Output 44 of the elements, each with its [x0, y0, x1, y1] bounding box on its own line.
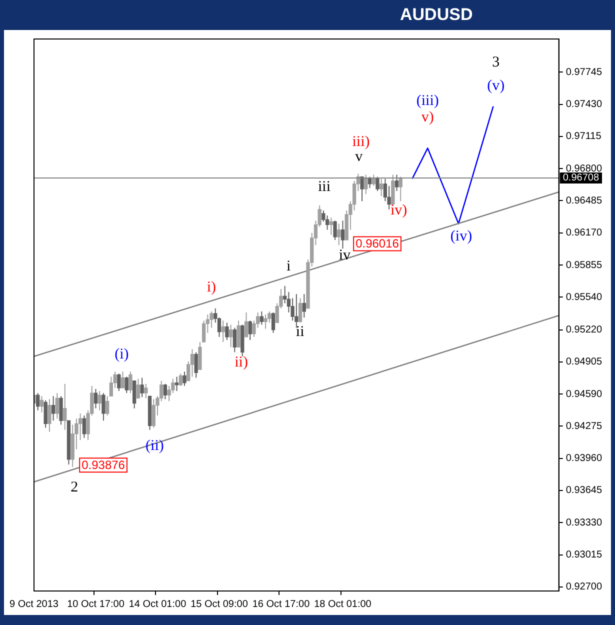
annotation: (ii) — [146, 438, 164, 454]
x-tick-label: 14 Oct 01:00 — [128, 598, 187, 610]
annotation: (iii) — [416, 92, 439, 109]
x-tick-label: 16 Oct 17:00 — [252, 598, 310, 610]
x-tick-label: 18 Oct 01:00 — [314, 598, 372, 610]
y-tick-label: 0.97745 — [566, 66, 602, 78]
x-tick-label: 10 Oct 17:00 — [67, 598, 125, 610]
x-tick-label: 15 Oct 09:00 — [190, 598, 248, 610]
annotation: iv) — [390, 202, 408, 219]
y-tick-label: 0.93015 — [566, 550, 602, 561]
annotation: 3 — [492, 54, 500, 71]
annotation: iii — [318, 178, 330, 195]
annotation: ii — [296, 324, 304, 340]
y-tick-label: 0.96800 — [566, 163, 602, 174]
y-tick-label: 0.95220 — [566, 324, 602, 336]
annotation: (i) — [114, 346, 129, 363]
annotation: i) — [206, 279, 216, 296]
annotation: ii) — [234, 354, 248, 370]
y-tick-label: 0.92700 — [566, 582, 602, 593]
y-tick-label: 0.96485 — [566, 195, 602, 206]
y-tick-label: 0.95540 — [566, 292, 602, 303]
annotation: (iv) — [450, 228, 472, 245]
y-tick-label: 0.94590 — [566, 388, 602, 400]
annotation: (v) — [487, 78, 505, 94]
annotation: iii) — [352, 134, 370, 150]
chart-title: AUDUSD — [400, 5, 473, 25]
x-tick-label: 9 Oct 2013 — [10, 598, 59, 610]
annotation: i — [286, 258, 291, 274]
annotation: v) — [421, 109, 434, 126]
annotation: 2 — [70, 480, 78, 496]
y-tick-label: 0.96170 — [566, 228, 602, 239]
y-tick-label: 0.94905 — [566, 356, 602, 368]
y-tick-label: 0.94275 — [566, 420, 602, 432]
y-tick-label: 0.95855 — [566, 260, 602, 271]
y-tick-label: 0.93960 — [566, 453, 602, 464]
annotation: iv — [338, 247, 352, 264]
annotation: v — [355, 149, 364, 166]
y-tick-label: 0.93645 — [566, 485, 602, 496]
y-tick-label: 0.97430 — [566, 99, 602, 110]
ref-line-label: 0.96708 — [562, 172, 600, 184]
annotation: 0.93876 — [82, 458, 126, 472]
y-tick-label: 0.93330 — [566, 517, 602, 528]
annotation: 0.96016 — [356, 236, 400, 251]
y-tick-label: 0.97115 — [566, 131, 602, 142]
